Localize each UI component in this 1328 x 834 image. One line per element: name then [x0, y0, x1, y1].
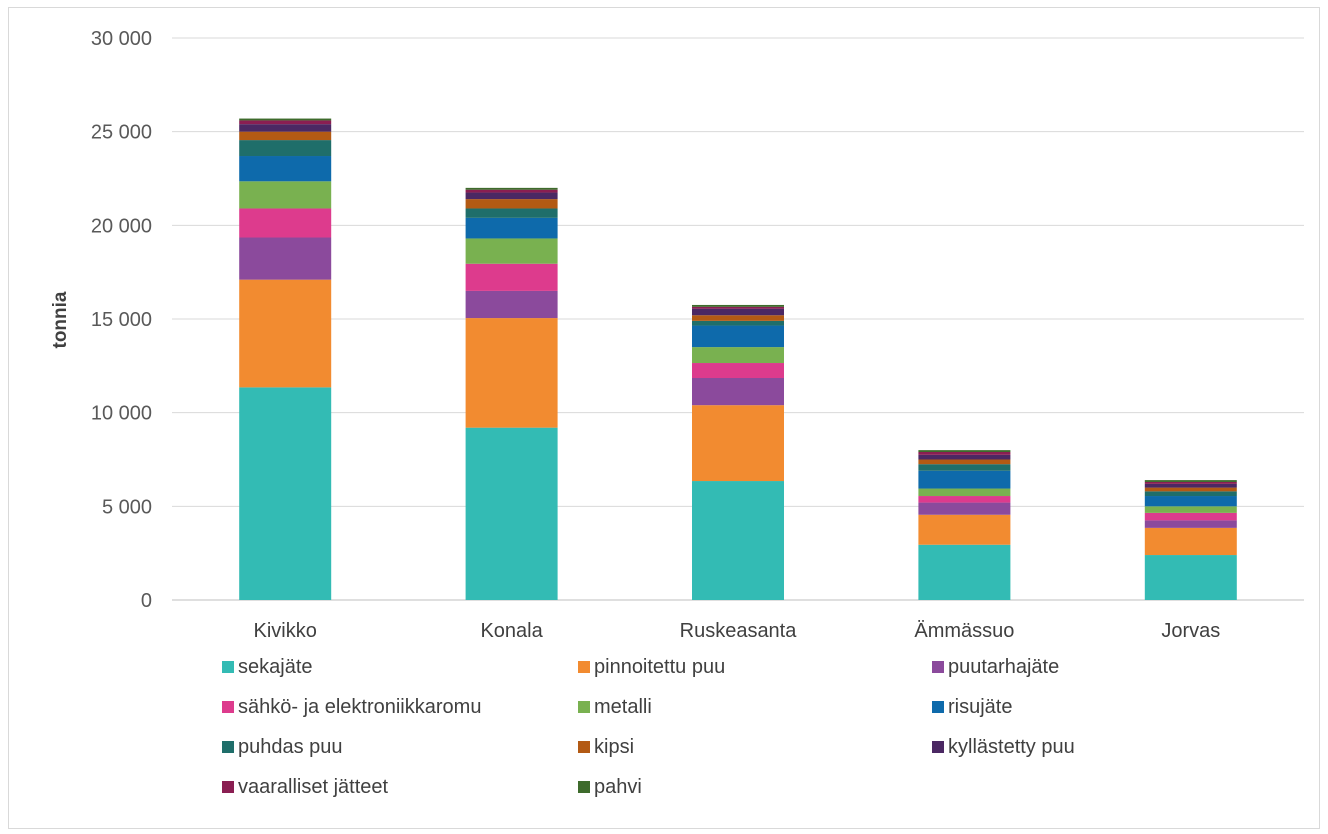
bar-segment	[692, 304, 784, 307]
x-category-label: Ruskeasanta	[680, 620, 798, 642]
bar-segment	[692, 363, 784, 379]
x-axis-categories: Kivikko Konala Ruskeasanta Ämmässuo Jorvas	[254, 620, 1221, 642]
bar-segment	[1144, 527, 1237, 556]
bar-segment	[918, 496, 1011, 503]
bar-segment	[465, 192, 558, 200]
bar-segment	[465, 263, 558, 291]
bar-segment	[239, 118, 332, 121]
y-tick-label: 10 000	[91, 403, 152, 425]
bar-segment	[239, 140, 332, 157]
bar-segment	[1144, 491, 1237, 497]
bar-segment	[1144, 506, 1237, 513]
bar-segment	[239, 181, 332, 209]
bar-segment	[465, 189, 558, 193]
bar-segment	[918, 470, 1011, 489]
bar-segment	[465, 187, 558, 190]
bars	[239, 118, 1237, 600]
chart-frame	[8, 7, 1320, 829]
bar-segment	[692, 378, 784, 406]
x-category-label: Jorvas	[1161, 620, 1220, 642]
x-category-label: Konala	[480, 620, 543, 642]
bar-segment	[918, 452, 1011, 455]
bar-segment	[918, 459, 1011, 465]
y-tick-label: 30 000	[91, 28, 152, 50]
bar-segment	[692, 308, 784, 316]
y-axis-ticks: 0 5 000 10 000 15 000 20 000 25 000 30 000	[91, 28, 152, 612]
bar-segment	[1144, 555, 1237, 600]
bar-segment	[465, 427, 558, 600]
bar-segment	[465, 199, 558, 209]
bar-segment	[918, 464, 1011, 471]
bar-segment	[1144, 480, 1237, 482]
y-tick-label: 5 000	[102, 496, 152, 518]
bar-segment	[239, 120, 332, 125]
bar-segment	[1144, 487, 1237, 492]
bar-segment	[239, 156, 332, 182]
bar-segment	[239, 237, 332, 280]
bar-segment	[239, 208, 332, 238]
bar-segment	[692, 325, 784, 348]
bar-segment	[918, 514, 1011, 545]
bar-segment	[918, 454, 1011, 460]
bar-segment	[918, 450, 1011, 453]
bar-segment	[692, 320, 784, 326]
bar-segment	[918, 488, 1011, 497]
bar-segment	[1144, 481, 1237, 484]
bar-segment	[465, 290, 558, 319]
bar-segment	[1144, 483, 1237, 488]
bar-segment	[239, 279, 332, 388]
bar-segment	[692, 315, 784, 321]
bar-segment	[1144, 520, 1237, 528]
y-tick-label: 15 000	[91, 309, 152, 331]
bar-segment	[465, 318, 558, 428]
bar-segment	[465, 238, 558, 264]
bar-segment	[465, 217, 558, 239]
bar-segment	[239, 131, 332, 141]
bar-segment	[692, 405, 784, 482]
bar-segment	[239, 124, 332, 132]
y-tick-label: 25 000	[91, 122, 152, 144]
x-category-label: Ämmässuo	[914, 620, 1014, 642]
x-category-label: Kivikko	[254, 620, 317, 642]
bar-segment	[465, 208, 558, 218]
bar-segment	[239, 387, 332, 600]
bar-segment	[692, 481, 784, 600]
y-tick-label: 20 000	[91, 215, 152, 237]
bar-segment	[918, 544, 1011, 600]
bar-segment	[692, 347, 784, 364]
bar-segment	[1144, 512, 1237, 521]
y-axis-title: tonnia	[50, 291, 71, 348]
bar-segment	[692, 306, 784, 309]
gridlines	[172, 37, 1304, 601]
bar-segment	[1144, 496, 1237, 507]
y-tick-label: 0	[141, 590, 152, 612]
bar-segment	[918, 502, 1011, 515]
